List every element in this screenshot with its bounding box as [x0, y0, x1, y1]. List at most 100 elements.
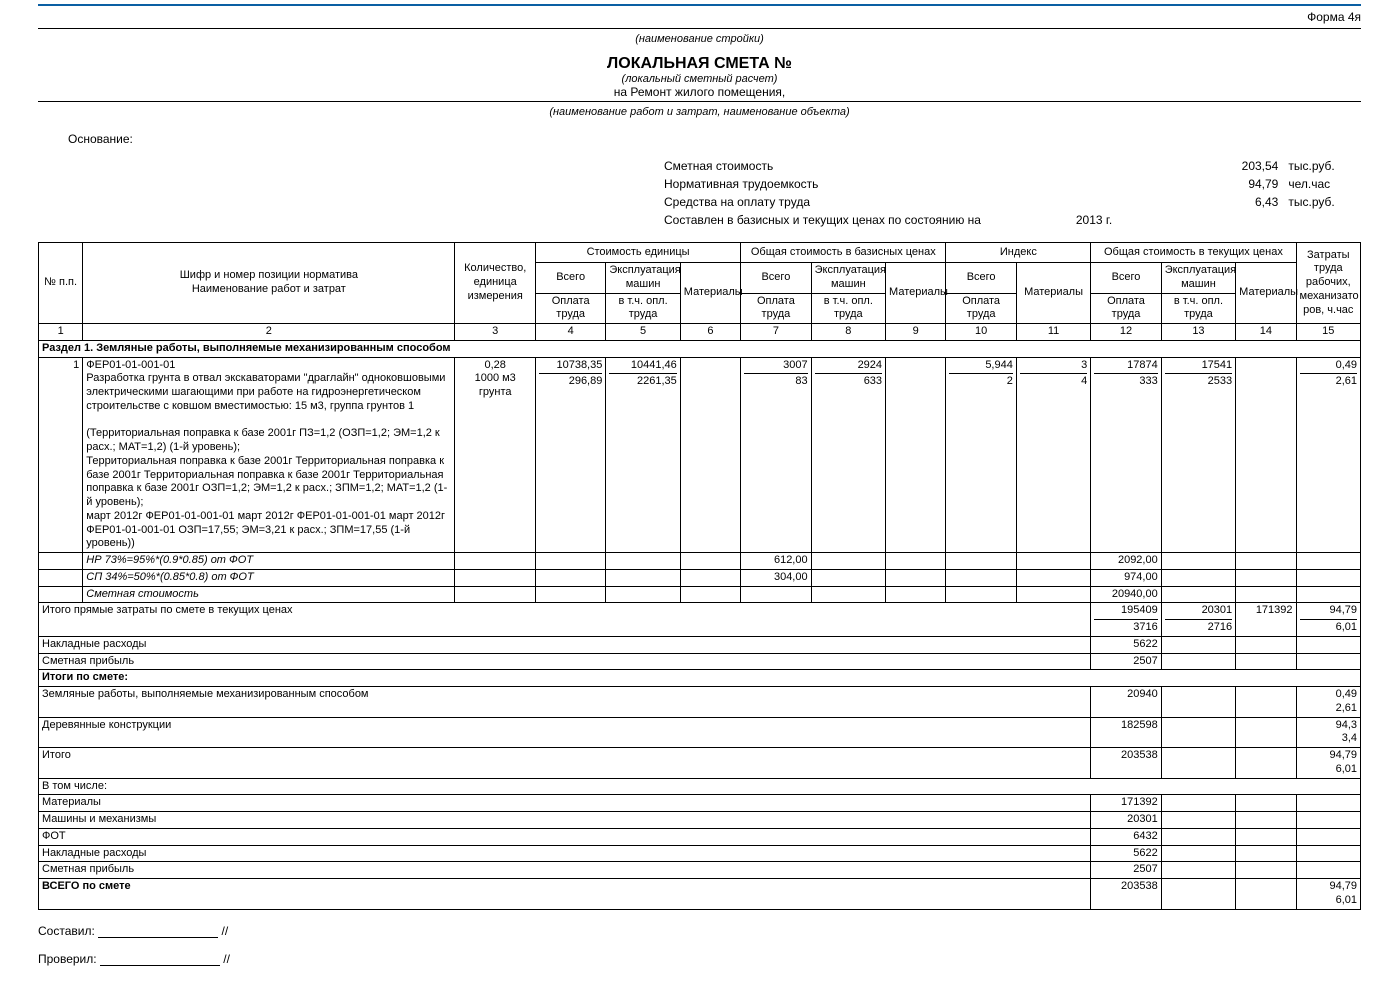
summary-row: Средства на оплату труда 6,43 тыс.руб.	[660, 194, 1359, 210]
ir-label: Земляные работы, выполняемые механизиров…	[39, 687, 1091, 718]
col-num: 9	[886, 324, 946, 341]
hdr-unit-cost: Стоимость единицы	[535, 243, 740, 263]
itogi-item-row: Земляные работы, выполняемые механизиров…	[39, 687, 1361, 718]
hdr-opl: Оплата труда	[741, 293, 811, 324]
hdr-curr-cost: Общая стоимость в текущих ценах	[1091, 243, 1296, 263]
hr-label: НР 73%=95%*(0.9*0.85) от ФОТ	[83, 553, 455, 570]
itogi-item-row: Итого 203538 94,796,01	[39, 748, 1361, 779]
incl-label: В том числе:	[39, 778, 1361, 795]
val: 94,3	[1336, 719, 1357, 731]
itogi-item-row: Деревянные конструкции 182598 94,33,4	[39, 717, 1361, 748]
hdr-opl: Оплата труда	[946, 293, 1016, 324]
incl-item-row: ФОТ 6432	[39, 828, 1361, 845]
c15: 94,796,01	[1296, 603, 1360, 637]
c12: 17874333	[1091, 357, 1161, 553]
top-rule	[38, 4, 1361, 6]
summary-basis-row: Составлен в базисных и текущих ценах по …	[660, 212, 1359, 228]
sp-v12: 974,00	[1091, 569, 1161, 586]
summary-label: Средства на оплату труда	[660, 194, 988, 210]
caption-works: (наименование работ и затрат, наименован…	[38, 106, 1361, 118]
row-desc: ФЕР01-01-001-01 Разработка грунта в отва…	[83, 357, 455, 553]
col-num: 11	[1016, 324, 1090, 341]
form-label: Форма 4я	[38, 10, 1361, 24]
ir-l: 94,33,4	[1296, 717, 1360, 748]
vsego-v: 203538	[1091, 879, 1161, 910]
smst-v12: 20940,00	[1091, 586, 1161, 603]
row-code: ФЕР01-01-001-01	[86, 359, 175, 371]
col-num: 5	[606, 324, 680, 341]
sign-proveril: Проверил: //	[38, 952, 1361, 966]
val: 5,944	[949, 359, 1012, 375]
val: 83	[744, 375, 807, 389]
rule-2	[38, 101, 1361, 102]
vsego-label: ВСЕГО по смете	[39, 879, 1091, 910]
sign-sostavil: Составил: //	[38, 924, 1361, 938]
row-notes: (Территориальная поправка к базе 2001г П…	[86, 427, 447, 549]
ir-label: Итого	[39, 748, 1091, 779]
summary-table: Сметная стоимость 203,54 тыс.руб. Нормат…	[658, 156, 1361, 230]
val: 6,01	[1300, 621, 1357, 635]
col-num: 6	[680, 324, 740, 341]
hdr-eksm: Эксплуатация машин	[1161, 263, 1235, 294]
hdr-name: Шифр и номер позиции норматива Наименова…	[83, 243, 455, 324]
osnovanie-label: Основание:	[68, 132, 1361, 146]
object-line: на Ремонт жилого помещения,	[38, 85, 1361, 99]
hdr-vtch: в т.ч. опл. труда	[1161, 293, 1235, 324]
data-row: 1 ФЕР01-01-001-01 Разработка грунта в от…	[39, 357, 1361, 553]
summary-value: 203,54	[1201, 158, 1283, 174]
col-num: 15	[1296, 324, 1360, 341]
hdr-eksm: Эксплуатация машин	[606, 263, 680, 294]
val: 4	[1020, 375, 1087, 389]
col-num: 14	[1236, 324, 1296, 341]
hdr-eksm: Эксплуатация машин	[811, 263, 885, 294]
val: 10441,46	[609, 359, 676, 375]
incl-v: 2507	[1091, 862, 1161, 879]
summary-year: 2013 г.	[990, 212, 1199, 228]
ir-v: 20940	[1091, 687, 1161, 718]
qty-mid: 1000 м3	[475, 372, 516, 384]
smpr-v: 2507	[1091, 653, 1161, 670]
sp-label: СП 34%=50%*(0.85*0.8) от ФОТ	[83, 569, 455, 586]
val: 6,01	[1336, 894, 1357, 906]
summary-row: Сметная стоимость 203,54 тыс.руб.	[660, 158, 1359, 174]
sign-line	[100, 965, 220, 966]
incl-row: В том числе:	[39, 778, 1361, 795]
ir-label: Деревянные конструкции	[39, 717, 1091, 748]
val: 195409	[1094, 604, 1157, 620]
hdr-vtch: в т.ч. опл. труда	[606, 293, 680, 324]
c12: 1954093716	[1091, 603, 1161, 637]
incl-item-row: Материалы 171392	[39, 795, 1361, 812]
hdr-npp: № п.п.	[39, 243, 83, 324]
hdr-vtch: в т.ч. опл. труда	[811, 293, 885, 324]
hdr-mat: Материалы	[1016, 263, 1090, 324]
nakl-v: 5622	[1091, 636, 1161, 653]
summary-row: Нормативная трудоемкость 94,79 чел.час	[660, 176, 1359, 192]
hr-row: НР 73%=95%*(0.9*0.85) от ФОТ 612,00 2092…	[39, 553, 1361, 570]
val: 2533	[1165, 375, 1232, 389]
incl-v: 171392	[1091, 795, 1161, 812]
col-num: 2	[83, 324, 455, 341]
sp-row: СП 34%=50%*(0.85*0.8) от ФОТ 304,00 974,…	[39, 569, 1361, 586]
col-num: 10	[946, 324, 1016, 341]
hdr-mat: Материалы	[886, 263, 946, 324]
hdr-index: Индекс	[946, 243, 1091, 263]
val: 2,61	[1336, 702, 1357, 714]
sp-v7: 304,00	[741, 569, 811, 586]
hdr-labor: Затраты труда рабочих, механизато ров, ч…	[1296, 243, 1360, 324]
c7: 300783	[741, 357, 811, 553]
incl-label: Материалы	[39, 795, 1091, 812]
hdr-vsego: Всего	[741, 263, 811, 294]
val: 2261,35	[609, 375, 676, 389]
summary-label: Сметная стоимость	[660, 158, 988, 174]
c4: 10738,35296,89	[535, 357, 605, 553]
object-name: Ремонт жилого помещения,	[630, 85, 785, 99]
qty-top: 0,28	[484, 359, 505, 371]
sign-slash: //	[223, 952, 230, 966]
rule-1	[38, 28, 1361, 29]
summary-value: 94,79	[1201, 176, 1283, 192]
itogo-pr-row: Итого прямые затраты по смете в текущих …	[39, 603, 1361, 637]
col-num: 1	[39, 324, 83, 341]
col-num: 4	[535, 324, 605, 341]
c13: 203012716	[1161, 603, 1235, 637]
c5: 10441,462261,35	[606, 357, 680, 553]
